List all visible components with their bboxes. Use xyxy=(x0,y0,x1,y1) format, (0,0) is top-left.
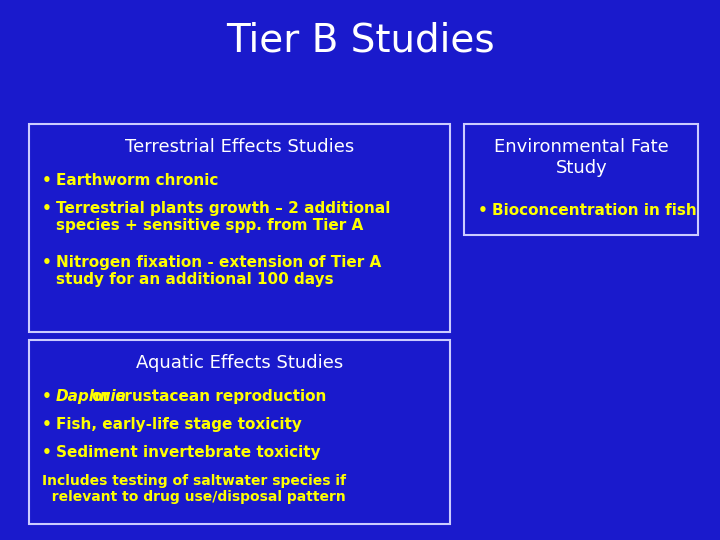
Text: Earthworm chronic: Earthworm chronic xyxy=(56,173,219,188)
Text: Sediment invertebrate toxicity: Sediment invertebrate toxicity xyxy=(56,445,321,460)
Text: •: • xyxy=(42,201,52,216)
FancyBboxPatch shape xyxy=(29,340,450,524)
Text: Environmental Fate
Study: Environmental Fate Study xyxy=(494,138,669,177)
Text: •: • xyxy=(477,202,487,218)
Text: Aquatic Effects Studies: Aquatic Effects Studies xyxy=(136,354,343,372)
Text: •: • xyxy=(42,173,52,188)
Text: Terrestrial plants growth – 2 additional
species + sensitive spp. from Tier A: Terrestrial plants growth – 2 additional… xyxy=(56,201,390,233)
Text: •: • xyxy=(42,255,52,270)
Text: Includes testing of saltwater species if
  relevant to drug use/disposal pattern: Includes testing of saltwater species if… xyxy=(42,474,346,504)
Text: or crustacean reproduction: or crustacean reproduction xyxy=(87,389,327,404)
Text: •: • xyxy=(42,445,52,460)
Text: Bioconcentration in fish: Bioconcentration in fish xyxy=(492,202,696,218)
Text: Fish, early-life stage toxicity: Fish, early-life stage toxicity xyxy=(56,417,302,432)
FancyBboxPatch shape xyxy=(29,124,450,332)
Text: •: • xyxy=(42,417,52,432)
Text: Daphnia: Daphnia xyxy=(56,389,127,404)
Text: Tier B Studies: Tier B Studies xyxy=(225,22,495,59)
FancyBboxPatch shape xyxy=(464,124,698,235)
Text: •: • xyxy=(42,389,52,404)
Text: Nitrogen fixation - extension of Tier A
study for an additional 100 days: Nitrogen fixation - extension of Tier A … xyxy=(56,255,382,287)
Text: Terrestrial Effects Studies: Terrestrial Effects Studies xyxy=(125,138,354,156)
